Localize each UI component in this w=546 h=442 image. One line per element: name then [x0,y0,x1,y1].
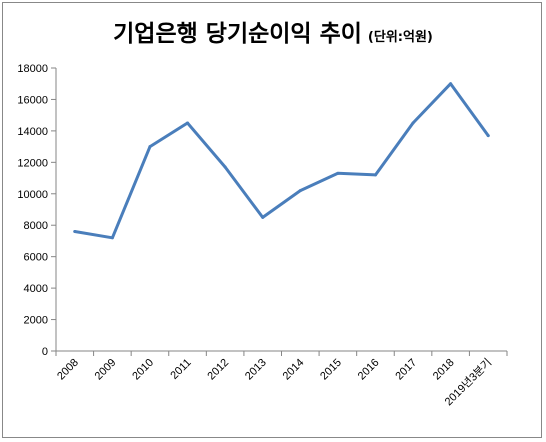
y-tick-label: 2000 [24,315,48,327]
x-axis-ticks: 2008 2009 2010 2011 2012 2013 2014 2015 2016 2017… [55,351,508,408]
data-point [186,121,190,125]
x-tick-label: 2015 [318,357,344,383]
chart-title: 기업은행 당기순이익 추이 (단위:억원) [0,14,546,48]
y-tick-label: 4000 [24,283,48,295]
chart-frame [2,2,542,438]
x-tick-label: 2018 [431,357,457,383]
x-tick-label: 2016 [356,357,382,383]
data-point [110,236,114,240]
x-tick-label: 2011 [168,357,193,382]
y-tick-label: 12000 [17,157,48,169]
y-tick-label: 8000 [24,220,48,232]
y-tick-label: 16000 [17,94,48,106]
series-layer [73,82,490,240]
y-tick-label: 0 [42,346,48,358]
data-point [411,121,415,125]
chart-unit-label: (단위:억원) [367,30,433,45]
x-tick-label: 2008 [55,357,81,383]
y-tick-label: 14000 [17,126,48,138]
series-line [73,82,490,240]
data-point [373,173,377,177]
x-tick-label: 2014 [281,357,307,383]
data-point [449,82,453,86]
data-point [298,189,302,193]
y-axis-ticks: 0 2000 4000 6000 8000 10000 12000 14000 16000 180… [17,63,56,358]
data-point [73,230,77,234]
y-tick-label: 6000 [24,252,48,264]
x-tick-label: 2009 [93,357,119,383]
x-tick-label: 2012 [205,357,231,383]
data-point [148,145,152,149]
x-tick-label: 2017 [393,357,419,383]
chart-title-text: 기업은행 당기순이익 추이 [113,21,362,47]
data-point [223,165,227,169]
x-tick-label: 2013 [243,357,269,383]
data-point [336,171,340,175]
x-tick-label: 2010 [130,357,156,383]
y-tick-label: 10000 [17,189,48,201]
y-tick-label: 18000 [17,63,48,75]
data-point [486,134,490,138]
data-point [261,215,265,219]
